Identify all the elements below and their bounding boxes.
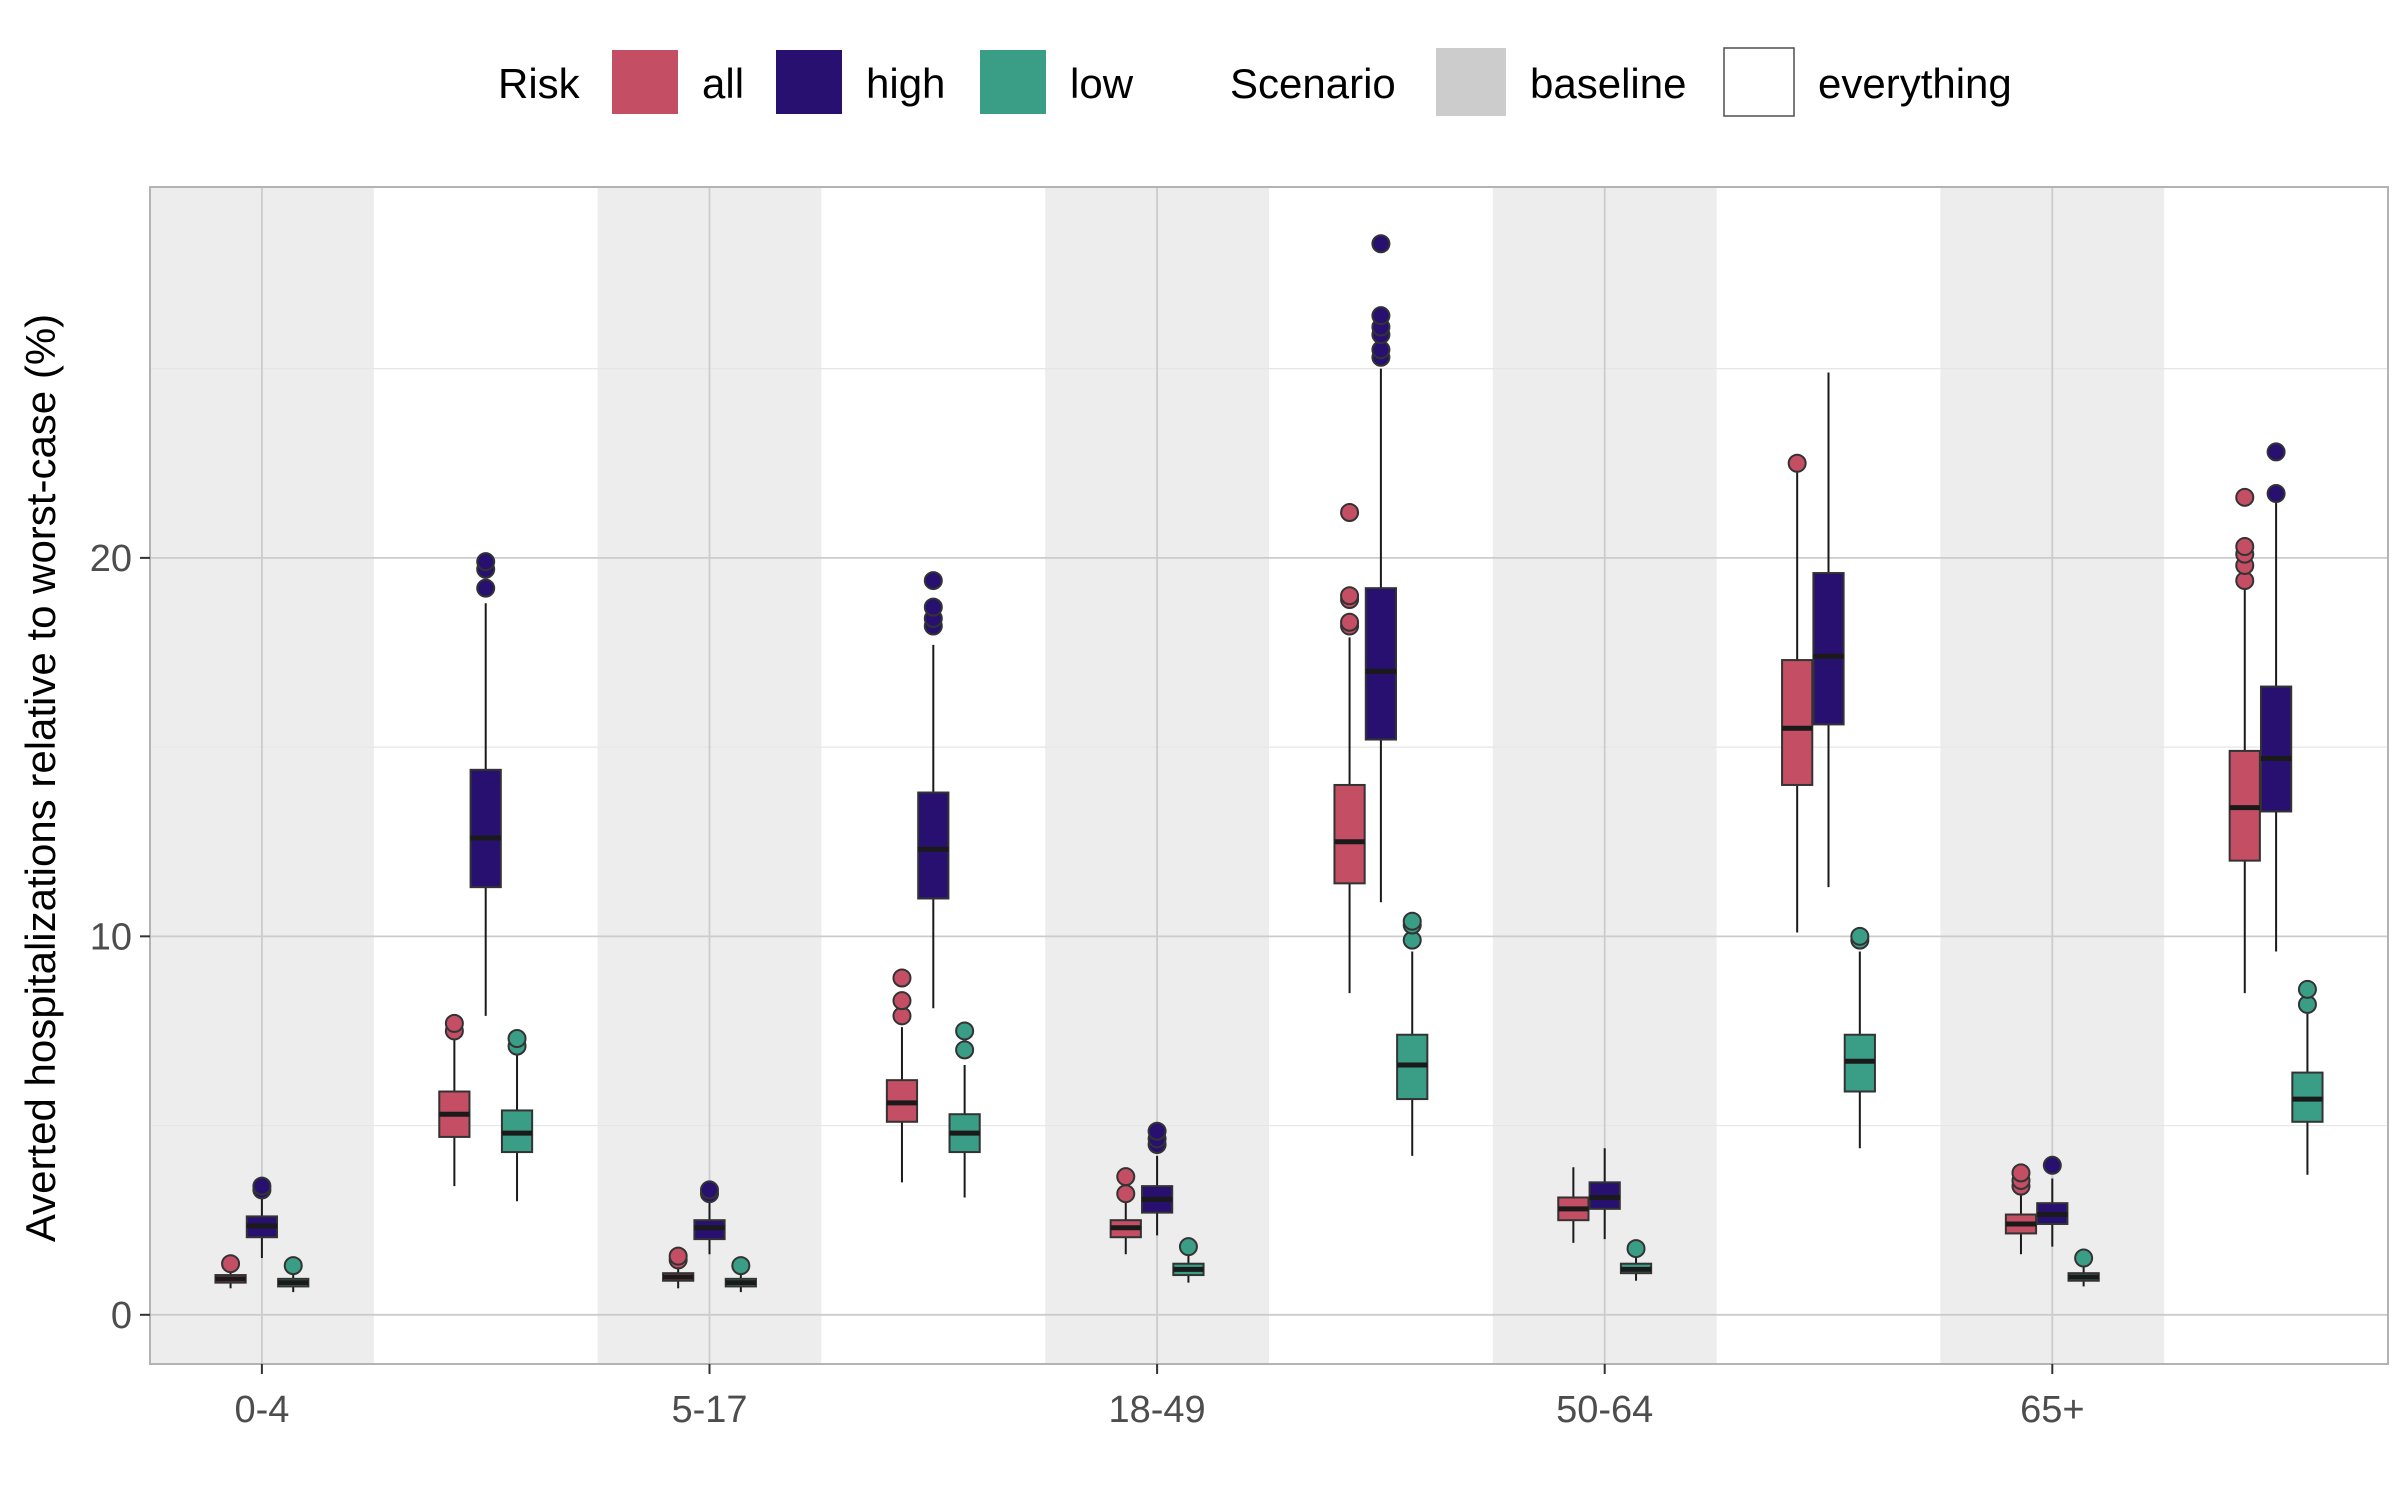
outlier-point	[1371, 234, 1391, 254]
legend-label-baseline: baseline	[1530, 60, 1686, 107]
x-tick-label: 50-64	[1556, 1389, 1653, 1431]
legend-risk-title: Risk	[498, 60, 581, 107]
x-tick-label: 18-49	[1108, 1389, 1205, 1431]
box-high	[1812, 572, 1845, 726]
y-axis-label: Averted hospitalizations relative to wor…	[17, 314, 64, 1242]
outlier-point	[476, 552, 496, 572]
legend-scenario-title: Scenario	[1230, 60, 1396, 107]
outlier-point	[1147, 1121, 1167, 1141]
outlier-point	[700, 1180, 719, 1200]
outlier-point	[1178, 1237, 1198, 1257]
outlier-point	[444, 1013, 464, 1033]
y-tick-label: 20	[90, 538, 132, 580]
outlier-point	[892, 968, 912, 988]
outlier-point	[2042, 1155, 2062, 1175]
outlier-point	[507, 1029, 527, 1049]
legend-swatch-all	[612, 50, 678, 114]
legend-swatch-low	[980, 50, 1046, 114]
outlier-point	[1787, 453, 1807, 473]
legend-label-high: high	[866, 60, 945, 107]
outlier-point	[2011, 1163, 2031, 1183]
outlier-point	[1116, 1184, 1136, 1204]
outlier-point	[955, 1021, 975, 1041]
outlier-point	[668, 1246, 688, 1266]
y-tick-label: 0	[111, 1295, 132, 1337]
outlier-point	[476, 578, 496, 598]
outlier-point	[1116, 1167, 1136, 1187]
box-high	[917, 791, 950, 900]
outlier-point	[2235, 537, 2255, 557]
box-high	[1364, 587, 1398, 741]
box-all	[1333, 783, 1366, 885]
legend-swatch-high	[776, 50, 842, 114]
outlier-point	[1371, 306, 1391, 326]
x-tick-label: 5-17	[671, 1389, 747, 1431]
panel-border	[149, 186, 2389, 1365]
y-tick-label: 10	[90, 916, 132, 958]
box-high	[469, 768, 502, 889]
outlier-point	[283, 1256, 303, 1276]
outlier-point	[1340, 586, 1360, 606]
outlier-point	[892, 991, 912, 1011]
outlier-point	[923, 571, 943, 591]
legend-label-everything: everything	[1818, 60, 2012, 107]
outlier-point	[1340, 612, 1360, 632]
legend-swatch-everything	[1723, 47, 1795, 117]
legend: Risk all high low Scenario baseline ever…	[498, 47, 2012, 117]
plot-area: 0 10 20 0-4 5-17 18-49 50-64 65+	[90, 186, 2389, 1431]
outlier-point	[221, 1254, 241, 1274]
outlier-point	[2074, 1248, 2094, 1268]
x-tick-label: 0-4	[234, 1389, 289, 1431]
box-high	[2259, 685, 2293, 813]
outlier-point	[2266, 442, 2286, 462]
x-tick-label: 65+	[2020, 1389, 2084, 1431]
outlier-point	[1402, 911, 1422, 931]
outlier-point	[2235, 487, 2255, 507]
outlier-point	[955, 1040, 975, 1060]
legend-swatch-baseline	[1436, 48, 1506, 116]
outlier-point	[1850, 926, 1870, 946]
outlier-point	[1340, 502, 1360, 522]
legend-label-all: all	[702, 60, 744, 107]
outlier-point	[2266, 484, 2286, 504]
legend-label-low: low	[1070, 60, 1134, 107]
outlier-point	[923, 597, 943, 617]
outlier-point	[2297, 979, 2317, 999]
outlier-point	[252, 1176, 272, 1196]
box-all	[1781, 659, 1814, 786]
outlier-point	[1626, 1239, 1646, 1259]
outlier-point	[731, 1256, 751, 1276]
